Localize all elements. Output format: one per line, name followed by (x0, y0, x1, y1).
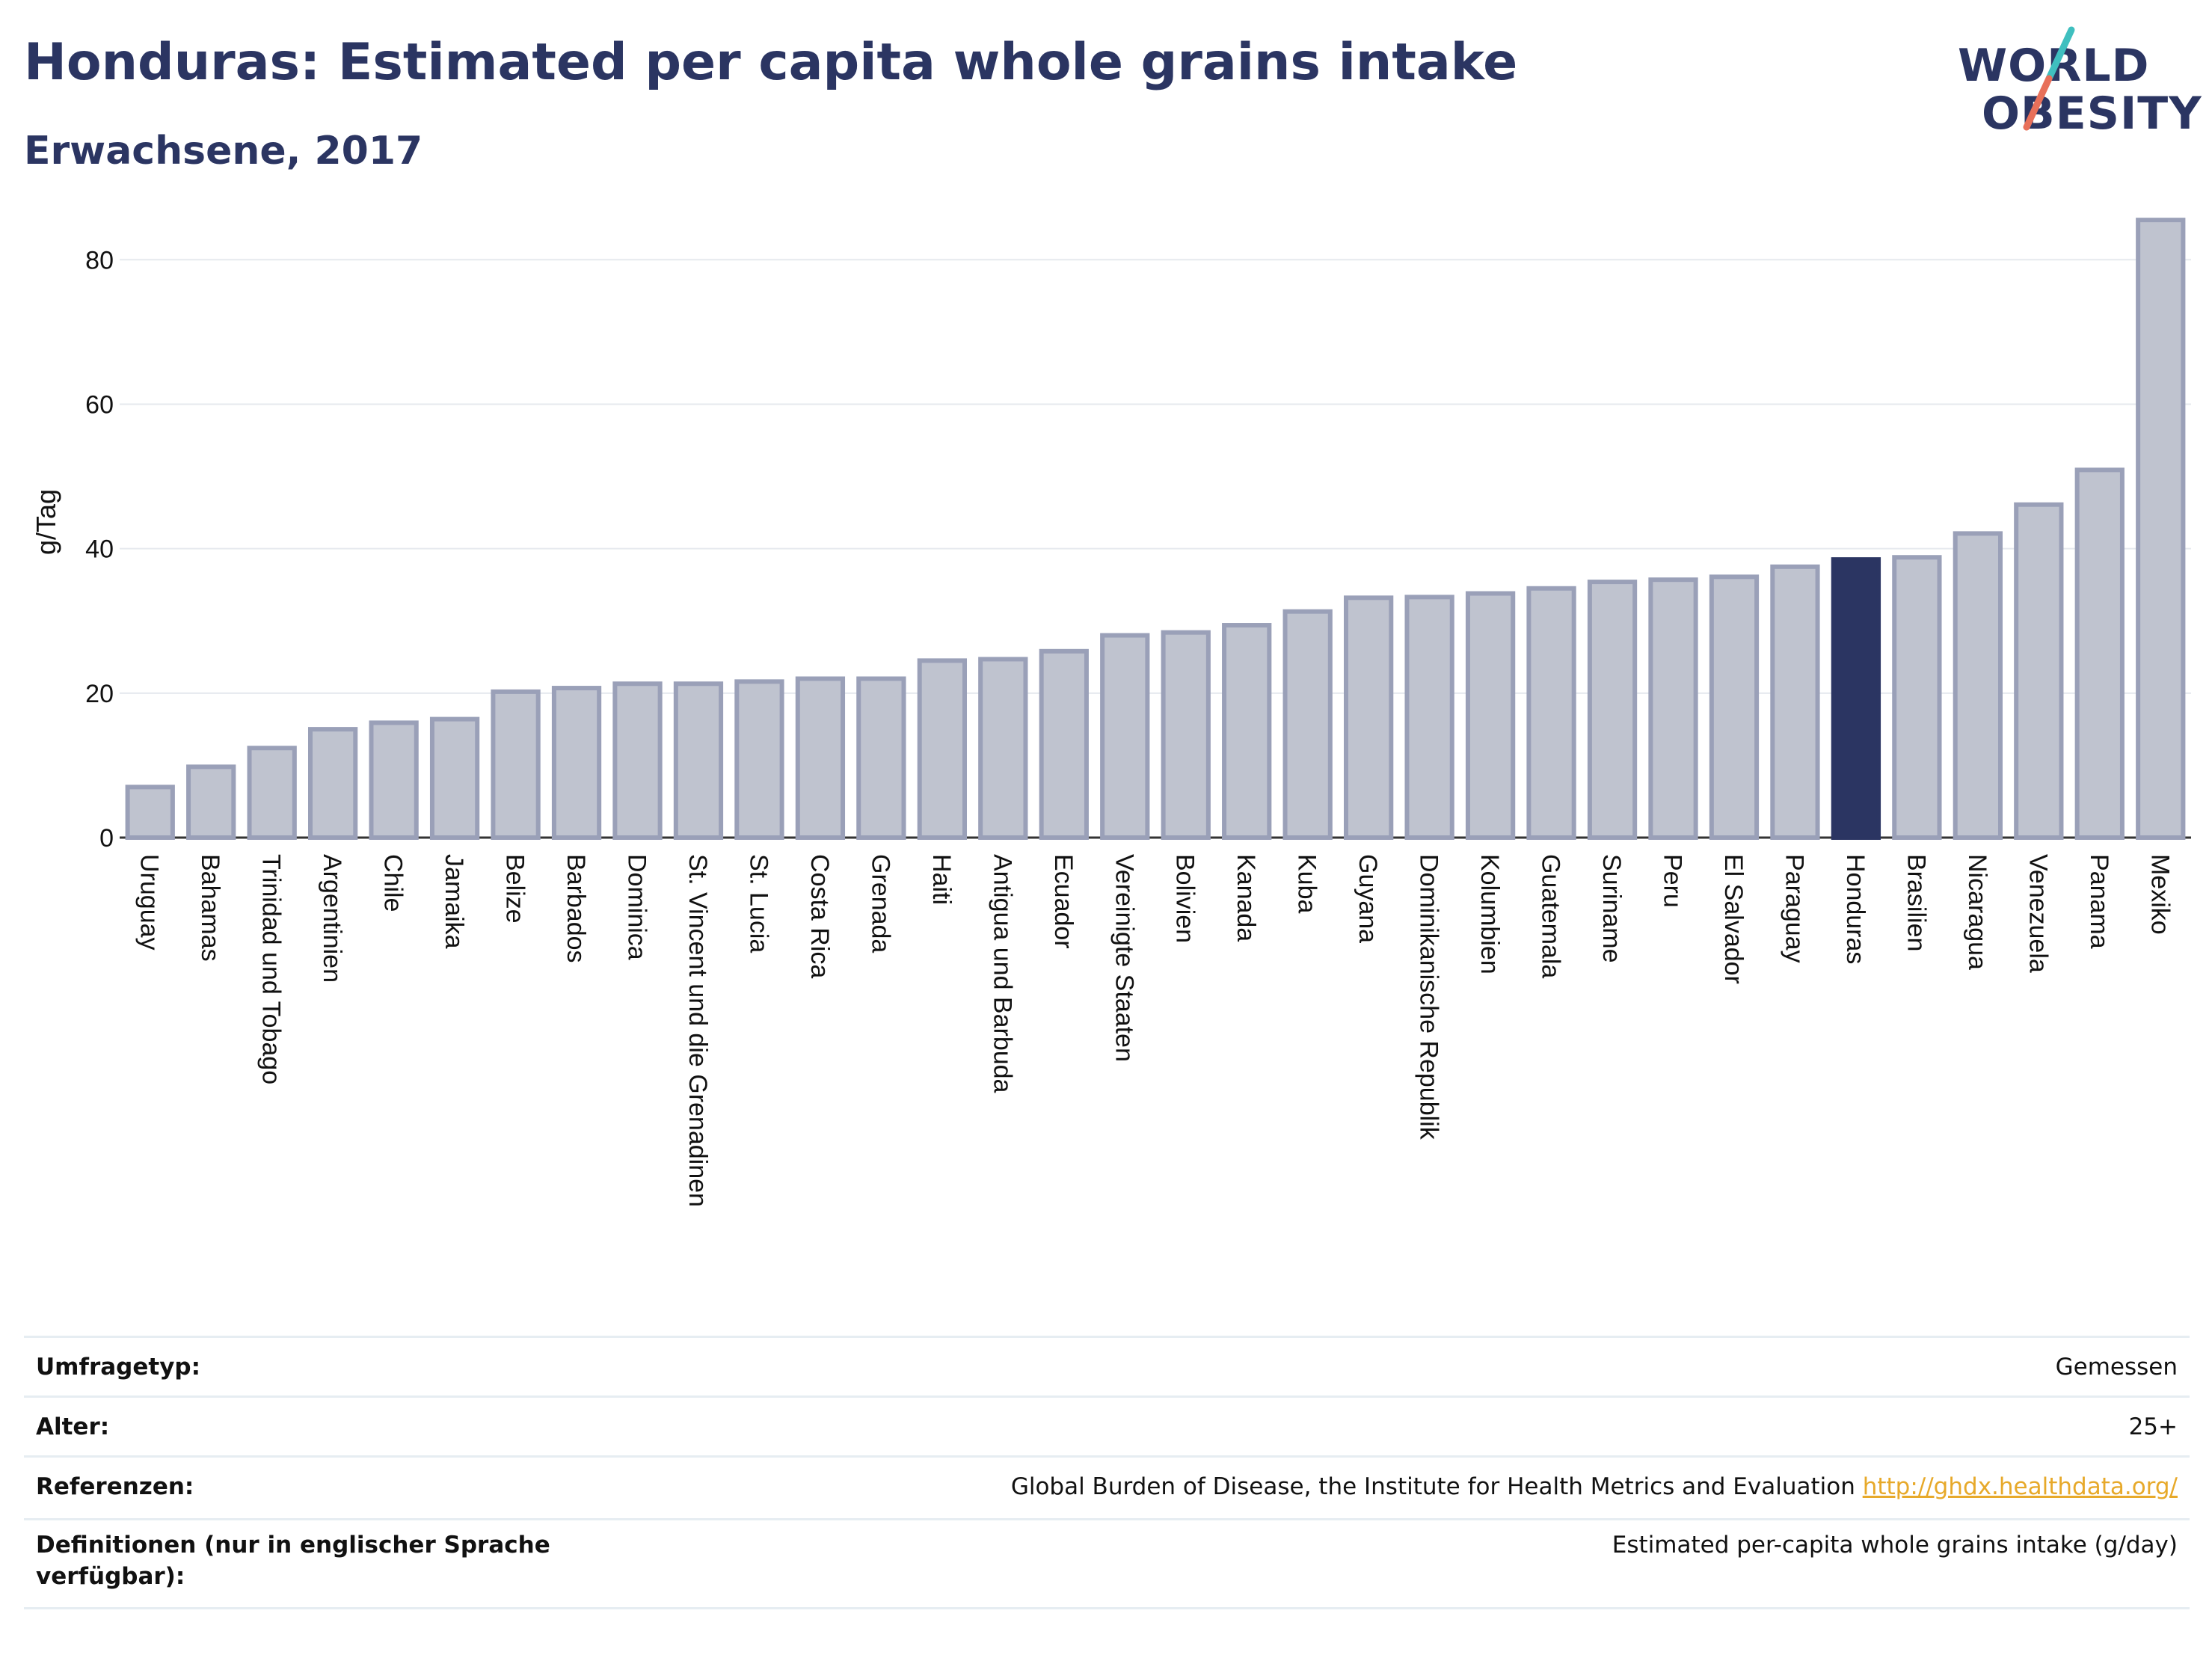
bar-haiti[interactable] (917, 658, 967, 841)
bar-st-lucia[interactable] (734, 679, 784, 841)
info-value: Estimated per-capita whole grains intake… (1612, 1532, 2178, 1559)
x-tick-label: Mexiko (2145, 854, 2174, 935)
bar-kolumbien[interactable] (1465, 591, 1516, 840)
x-tick-label: Belize (501, 854, 529, 924)
bar-guatemala[interactable] (1526, 586, 1576, 840)
bar-paraguay[interactable] (1770, 564, 1820, 841)
x-tick-label: Antigua und Barbuda (988, 854, 1016, 1093)
x-tick-label: Bolivien (1171, 854, 1199, 943)
x-tick-label: Argentinien (318, 854, 346, 983)
info-label: Alter: (36, 1413, 110, 1440)
info-row: Umfragetyp: Gemessen (24, 1336, 2190, 1395)
x-tick-label: St. Lucia (744, 854, 772, 953)
x-tick-label: Peru (1659, 854, 1687, 908)
x-tick-label: St. Vincent und die Grenadinen (683, 854, 712, 1207)
bar-chart: 0 20 40 60 80 Uruguay Bahamas Trinidad und Tob… (31, 218, 2191, 1207)
bar-jamaika[interactable] (429, 716, 480, 840)
x-tick-label: Dominikanische Republik (1415, 854, 1443, 1140)
bar-mexiko[interactable] (2136, 218, 2186, 841)
x-tick-label: Guatemala (1537, 854, 1565, 978)
y-tick-label: 60 (85, 390, 114, 419)
x-tick-label: Suriname (1597, 854, 1626, 963)
y-tick-label: 20 (85, 680, 114, 708)
x-tick-label: Paraguay (1780, 854, 1808, 963)
bar-panama[interactable] (2074, 467, 2125, 840)
y-axis-ticks: 0 20 40 60 80 (85, 246, 114, 853)
chart-subtitle: Erwachsene, 2017 (24, 129, 423, 174)
bar-uruguay[interactable] (125, 784, 175, 840)
bar-guyana[interactable] (1344, 595, 1394, 840)
bar-belize[interactable] (491, 689, 541, 840)
x-tick-label: Jamaika (440, 854, 468, 949)
bar-costa-rica[interactable] (795, 676, 846, 840)
x-tick-label: El Salvador (1719, 854, 1748, 984)
x-tick-label: Guyana (1354, 854, 1382, 943)
x-axis-labels: Uruguay Bahamas Trinidad und Tobago Argenti… (135, 854, 2175, 1207)
info-row: Definitionen (nur in englischer Sprache … (24, 1518, 2190, 1609)
bar-el-salvador[interactable] (1709, 574, 1760, 840)
info-value: 25+ (2128, 1413, 2178, 1440)
y-tick-label: 0 (99, 824, 114, 853)
bar-grenada[interactable] (856, 676, 906, 840)
x-tick-label: Costa Rica (805, 854, 834, 978)
bar-kanada[interactable] (1222, 623, 1272, 840)
bar-st-vincent-und-die-grenadinen[interactable] (673, 681, 724, 840)
y-tick-label: 80 (85, 246, 114, 274)
bar-bolivien[interactable] (1161, 630, 1211, 840)
x-tick-label: Kolumbien (1475, 854, 1504, 974)
bar-dominica[interactable] (612, 681, 663, 840)
logo-line-2: OBESITY (1982, 87, 2202, 140)
y-axis-title: g/Tag (31, 489, 61, 555)
x-tick-label: Kuba (1293, 854, 1321, 913)
info-label: Referenzen: (36, 1473, 194, 1500)
x-tick-label: Uruguay (135, 854, 164, 951)
x-tick-label: Kanada (1232, 854, 1260, 942)
bar-honduras[interactable] (1831, 557, 1881, 840)
x-tick-label: Dominica (623, 854, 651, 960)
info-value: Gemessen (2055, 1354, 2178, 1381)
bar-kuba[interactable] (1282, 609, 1333, 841)
bar-suriname[interactable] (1587, 580, 1638, 840)
bar-nicaragua[interactable] (1953, 531, 2003, 840)
x-tick-label: Barbados (562, 854, 590, 963)
world-obesity-logo[interactable]: WORLD OBESITY (1944, 22, 2202, 157)
logo-slash-icon (2023, 26, 2075, 131)
info-row: Referenzen: Global Burden of Disease, the… (24, 1455, 2190, 1518)
bar-ecuador[interactable] (1039, 648, 1089, 841)
bar-barbados[interactable] (551, 686, 602, 840)
info-table: Umfragetyp: Gemessen Alter: 25+ Referenzen: G… (24, 1336, 2190, 1609)
bars (125, 218, 2186, 841)
x-tick-label: Panama (2085, 854, 2113, 949)
info-value: Global Burden of Disease, the Institute … (1010, 1473, 2178, 1500)
bar-trinidad-und-tobago[interactable] (247, 746, 297, 841)
y-tick-label: 40 (85, 535, 114, 564)
x-tick-label: Bahamas (196, 854, 224, 962)
x-tick-label: Vereinigte Staaten (1110, 854, 1138, 1062)
bar-chile[interactable] (369, 720, 419, 841)
info-row: Alter: 25+ (24, 1395, 2190, 1455)
bar-peru[interactable] (1648, 577, 1698, 841)
bar-venezuela[interactable] (2014, 502, 2064, 840)
x-tick-label: Haiti (927, 854, 956, 905)
x-tick-label: Chile (379, 854, 408, 912)
x-tick-label: Nicaragua (1963, 854, 1991, 970)
x-tick-label: Trinidad und Tobago (257, 854, 286, 1084)
x-tick-label: Ecuador (1049, 854, 1078, 949)
x-tick-label: Honduras (1841, 854, 1870, 964)
info-label: Umfragetyp: (36, 1354, 200, 1381)
x-tick-label: Brasilien (1902, 854, 1930, 951)
info-label: Definitionen (nur in englischer Sprache … (36, 1532, 550, 1590)
bar-antigua-und-barbuda[interactable] (978, 657, 1028, 841)
bar-dominikanische-republik[interactable] (1404, 595, 1454, 841)
x-tick-label: Grenada (866, 854, 894, 953)
x-tick-label: Venezuela (2024, 854, 2052, 973)
bar-argentinien[interactable] (308, 727, 358, 841)
reference-link[interactable]: http://ghdx.healthdata.org/ (1862, 1473, 2178, 1500)
bar-brasilien[interactable] (1892, 555, 1942, 840)
chart-title: Honduras: Estimated per capita whole gra… (24, 33, 1518, 92)
bar-bahamas[interactable] (186, 764, 236, 840)
bar-vereinigte-staaten[interactable] (1100, 633, 1150, 841)
